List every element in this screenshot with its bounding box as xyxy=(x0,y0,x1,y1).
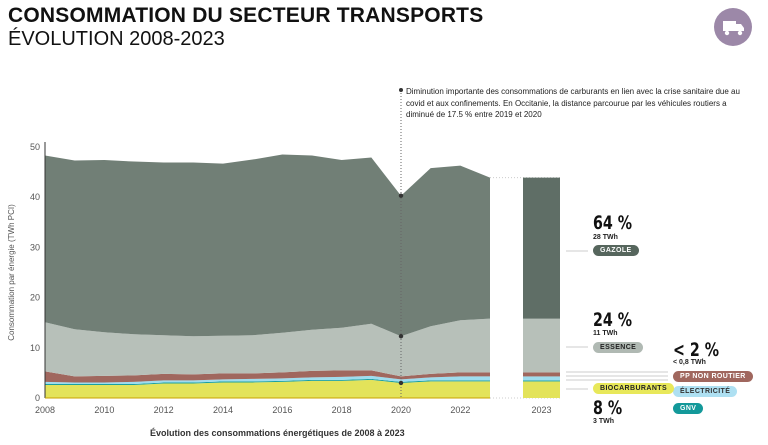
essence-twh: 11 TWh xyxy=(593,330,618,337)
area-biocarburants xyxy=(45,379,490,398)
y-tick-label: 0 xyxy=(35,393,40,403)
x-tick-label: 2012 xyxy=(154,405,174,415)
area-gazole xyxy=(45,154,490,337)
bio-pct: 8 % xyxy=(593,397,623,419)
truck-icon xyxy=(714,8,752,46)
annotation-point xyxy=(398,193,404,198)
annotation-point xyxy=(398,334,404,339)
annotation-text: Diminution importante des consommations … xyxy=(406,87,740,119)
y-tick-label: 50 xyxy=(30,142,40,152)
annotation-dot xyxy=(399,88,403,92)
area-pp-non-routier xyxy=(45,370,490,383)
x-tick-label: 2014 xyxy=(213,405,233,415)
minor-twh: < 0,8 TWh xyxy=(673,359,706,366)
legend-gazole: GAZOLE xyxy=(593,245,639,256)
essence-pct: 24 % xyxy=(593,309,633,331)
y-tick-label: 10 xyxy=(30,343,40,353)
bar-2023-pp-non-routier xyxy=(523,372,560,377)
legend-biocarburants: BIOCARBURANTS xyxy=(593,383,675,394)
gazole-pct: 64 % xyxy=(593,212,633,234)
minor-pct: < 2 % xyxy=(673,339,720,361)
bar-2023--lectricit- xyxy=(523,376,560,381)
area-gnv xyxy=(45,378,490,385)
x-tick-label: 2022 xyxy=(450,405,470,415)
y-tick-label: 30 xyxy=(30,242,40,252)
x-tick-label: 2018 xyxy=(332,405,352,415)
bio-twh: 3 TWh xyxy=(593,418,614,425)
legend-pp-non-routier: PP NON ROUTIER xyxy=(673,371,753,382)
legend-electricite: ÉLECTRICITÉ xyxy=(673,386,738,397)
bar-2023-gnv xyxy=(523,380,560,382)
gazole-twh: 28 TWh xyxy=(593,234,618,241)
x-tick-label: 2016 xyxy=(272,405,292,415)
bar-2023-essence xyxy=(523,318,560,373)
x-tick-label: 2020 xyxy=(391,405,411,415)
x-tick-label: 2008 xyxy=(35,405,55,415)
page-title: CONSOMMATION DU SECTEUR TRANSPORTS xyxy=(8,4,484,27)
y-tick-label: 40 xyxy=(30,192,40,202)
y-tick-label: 20 xyxy=(30,293,40,303)
page-subtitle: ÉVOLUTION 2008-2023 xyxy=(8,28,225,50)
annotation-point xyxy=(398,380,404,386)
x-tick-label-2023: 2023 xyxy=(531,405,551,415)
area-essence xyxy=(45,318,490,377)
bar-2023-biocarburants xyxy=(523,381,560,398)
y-axis-label: Consommation par énergie (TWh PCI) xyxy=(7,204,16,341)
legend-essence: ESSENCE xyxy=(593,342,644,353)
x-tick-label: 2010 xyxy=(94,405,114,415)
x-axis-label: Évolution des consommations énergétiques… xyxy=(150,428,405,438)
bar-2023-gazole xyxy=(523,177,560,319)
area--lectricit- xyxy=(45,375,490,384)
legend-gnv: GNV xyxy=(673,403,704,414)
